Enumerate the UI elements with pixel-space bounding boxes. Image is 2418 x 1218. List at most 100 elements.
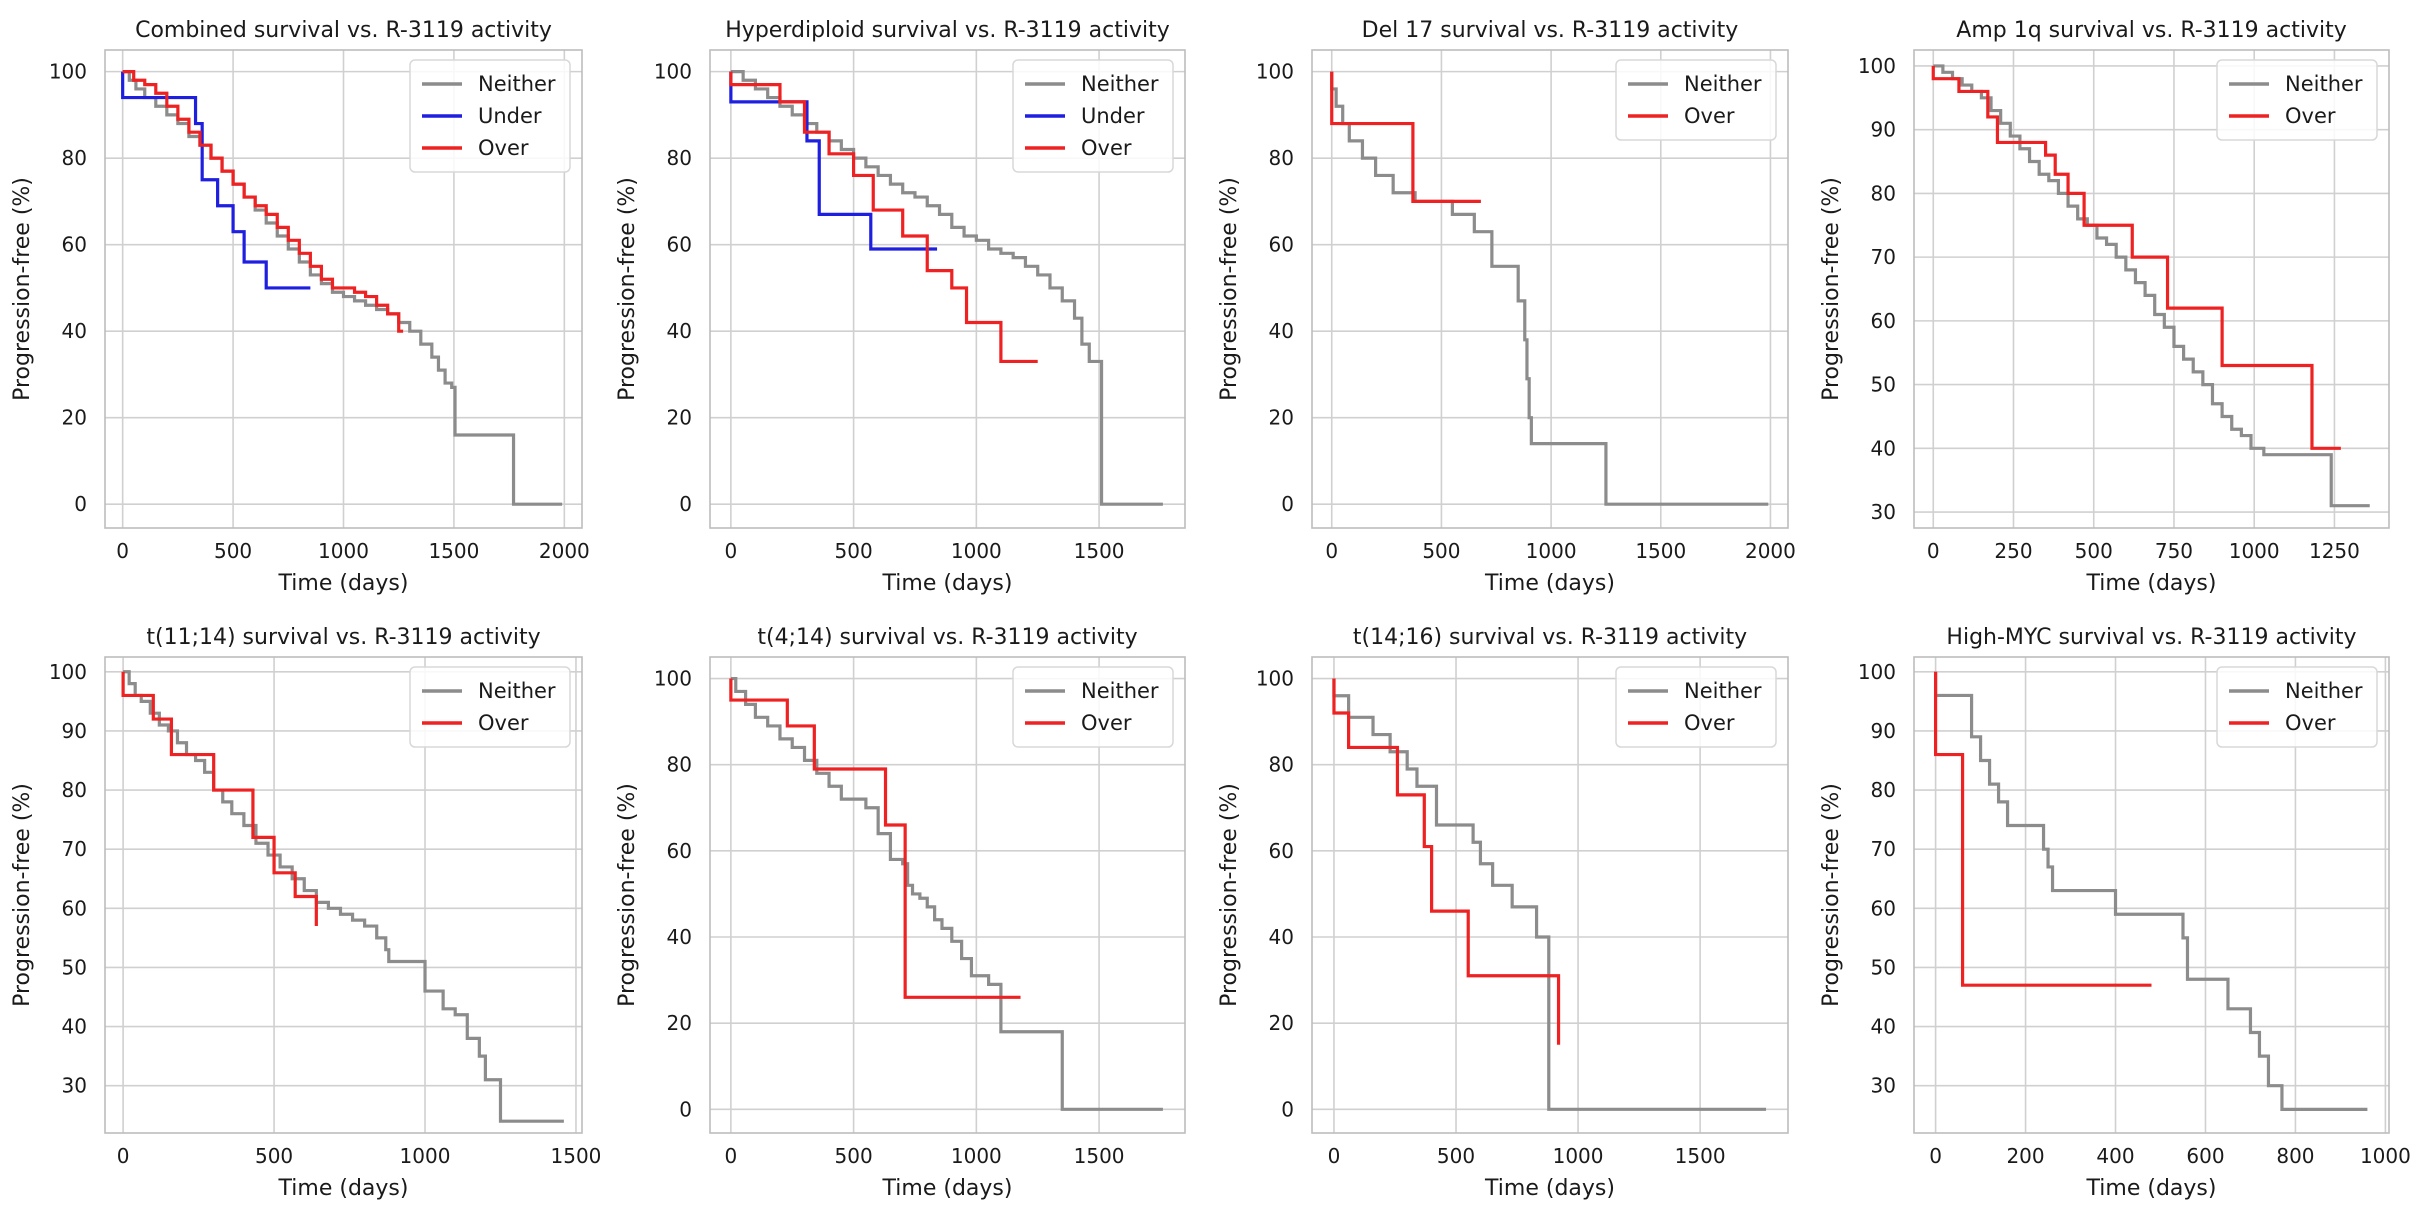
- x-tick-label: 200: [2006, 1144, 2044, 1168]
- y-tick-label: 80: [667, 753, 692, 777]
- y-tick-label: 60: [1871, 896, 1896, 920]
- x-tick-label: 0: [1927, 539, 1940, 563]
- legend-label: Over: [478, 711, 529, 735]
- y-tick-label: 90: [62, 719, 87, 743]
- legend-box: [1615, 59, 1777, 141]
- y-tick-label: 100: [654, 60, 692, 84]
- chart-panel-4: 0 250 500 750 1000 1250 30 40 50 60 70 80 90 100 Amp 1…: [1819, 18, 2390, 596]
- chart-title: Amp 1q survival vs. R-3119 activity: [1956, 18, 2346, 43]
- y-tick-label: 100: [1256, 60, 1294, 84]
- legend-box: [409, 666, 571, 748]
- y-tick-label: 0: [679, 492, 692, 516]
- y-tick-label: 90: [1871, 118, 1896, 142]
- y-tick-label: 90: [1871, 719, 1896, 743]
- y-tick-label: 80: [1269, 146, 1294, 170]
- chart-title: t(4;14) survival vs. R-3119 activity: [757, 625, 1137, 650]
- chart-title: Del 17 survival vs. R-3119 activity: [1362, 18, 1739, 43]
- legend-label: Over: [478, 136, 529, 160]
- x-tick-label: 500: [214, 539, 252, 563]
- x-tick-label: 500: [2075, 539, 2113, 563]
- y-tick-label: 40: [667, 319, 692, 343]
- y-tick-label: 70: [1871, 837, 1896, 861]
- plot-frame: [1913, 49, 2390, 529]
- x-tick-label: 1500: [1074, 539, 1125, 563]
- y-axis-label: Progression-free (%): [1217, 783, 1242, 1007]
- x-tick-label: 500: [1422, 539, 1460, 563]
- x-tick-label: 1000: [951, 1144, 1002, 1168]
- y-tick-label: 30: [1871, 500, 1896, 524]
- chart-title: Hyperdiploid survival vs. R-3119 activit…: [725, 18, 1169, 43]
- y-tick-label: 80: [667, 146, 692, 170]
- y-tick-label: 40: [1269, 319, 1294, 343]
- legend-label: Over: [2285, 104, 2336, 128]
- x-axis-label: Time (days): [1484, 571, 1615, 596]
- x-tick-label: 0: [116, 539, 129, 563]
- x-tick-label: 2000: [1745, 539, 1796, 563]
- legend: Neither Under Over: [409, 59, 571, 173]
- series-line-neither: [1332, 678, 1767, 1111]
- x-tick-label: 1500: [1675, 1144, 1726, 1168]
- y-axis-label: Progression-free (%): [1819, 783, 1844, 1007]
- x-tick-label: 1000: [1553, 1144, 1604, 1168]
- y-tick-label: 70: [1871, 245, 1896, 269]
- legend-box: [409, 59, 571, 173]
- series-line-neither: [123, 670, 564, 1123]
- chart-panel-1: 0 500 1000 1500 2000 0 20 40 60 80 100 Combined sur…: [10, 18, 590, 596]
- x-tick-label: 250: [1994, 539, 2032, 563]
- x-tick-label: 2000: [539, 539, 590, 563]
- legend: Neither Over: [1012, 666, 1174, 748]
- y-tick-label: 70: [62, 837, 87, 861]
- series-line-over: [1931, 65, 2341, 450]
- x-tick-label: 1000: [2360, 1144, 2411, 1168]
- x-tick-label: 0: [117, 1144, 130, 1168]
- series-line-neither: [122, 70, 563, 506]
- y-tick-label: 50: [1871, 955, 1896, 979]
- y-axis-label: Progression-free (%): [10, 783, 35, 1007]
- y-axis-label: Progression-free (%): [1819, 177, 1844, 401]
- y-tick-label: 60: [667, 839, 692, 863]
- legend: Neither Over: [2216, 59, 2378, 141]
- legend-label: Over: [1081, 136, 1132, 160]
- x-tick-label: 1500: [1635, 539, 1686, 563]
- chart-title: High-MYC survival vs. R-3119 activity: [1946, 625, 2356, 650]
- x-axis-label: Time (days): [2086, 1176, 2217, 1201]
- x-tick-label: 1500: [551, 1144, 602, 1168]
- plot-frame: [104, 49, 583, 529]
- legend: Neither Over: [1615, 666, 1777, 748]
- series-line-over: [1933, 671, 2152, 987]
- legend: Neither Under Over: [1012, 59, 1174, 173]
- x-tick-label: 0: [724, 539, 737, 563]
- legend-box: [1615, 666, 1777, 748]
- y-tick-label: 80: [1871, 181, 1896, 205]
- y-tick-label: 40: [62, 319, 87, 343]
- plot-frame: [1311, 49, 1789, 529]
- y-tick-label: 100: [1256, 667, 1294, 691]
- x-tick-label: 400: [2096, 1144, 2134, 1168]
- chart-panel-2: 0 500 1000 1500 0 20 40 60 80 100 Hyperdiploid sur…: [615, 18, 1186, 596]
- series-line-over: [121, 671, 318, 927]
- x-tick-label: 500: [835, 1144, 873, 1168]
- chart-panel-6: 0 500 1000 1500 0 20 40 60 80 100 t(4;14) survival…: [615, 625, 1186, 1201]
- plot-frame: [104, 656, 583, 1134]
- y-tick-label: 20: [667, 1011, 692, 1035]
- y-tick-label: 20: [1269, 1011, 1294, 1035]
- chart-title: Combined survival vs. R-3119 activity: [135, 18, 552, 43]
- legend-label: Neither: [2285, 72, 2363, 96]
- plot-frame: [1311, 656, 1789, 1134]
- y-tick-label: 0: [1281, 492, 1294, 516]
- y-axis-label: Progression-free (%): [1217, 177, 1242, 401]
- y-tick-label: 100: [654, 667, 692, 691]
- y-tick-label: 40: [1871, 436, 1896, 460]
- y-tick-label: 0: [679, 1097, 692, 1121]
- legend-box: [1012, 666, 1174, 748]
- y-tick-label: 50: [1871, 373, 1896, 397]
- x-tick-label: 0: [1325, 539, 1338, 563]
- y-axis-label: Progression-free (%): [10, 177, 35, 401]
- x-tick-label: 750: [2155, 539, 2193, 563]
- y-tick-label: 80: [1269, 753, 1294, 777]
- y-tick-label: 60: [1871, 309, 1896, 333]
- x-tick-label: 500: [1437, 1144, 1475, 1168]
- y-tick-label: 40: [62, 1015, 87, 1039]
- legend-label: Neither: [2285, 679, 2363, 703]
- legend-label: Neither: [1684, 679, 1762, 703]
